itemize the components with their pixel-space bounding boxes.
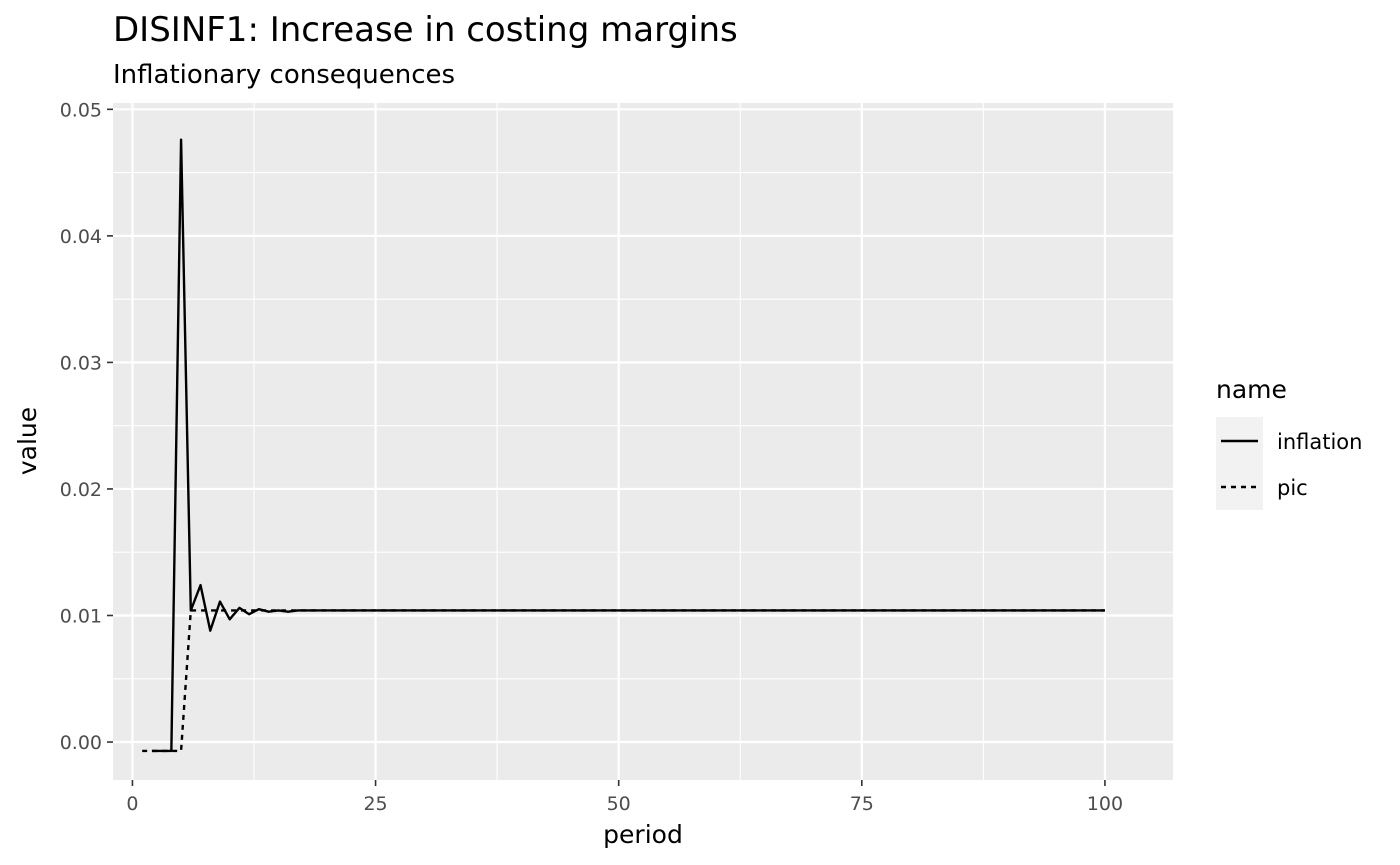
major-gridlines xyxy=(113,103,1173,780)
legend-key-background xyxy=(1216,417,1263,510)
x-axis: 0 25 50 75 100 xyxy=(126,780,1123,815)
x-tick-label: 25 xyxy=(363,793,387,815)
legend-label-inflation: inflation xyxy=(1277,430,1362,454)
x-tick-label: 100 xyxy=(1087,793,1123,815)
chart-title: DISINF1: Increase in costing margins xyxy=(113,10,738,50)
x-tick-label: 75 xyxy=(850,793,874,815)
legend: name inflation pic xyxy=(1216,375,1362,510)
y-tick-label: 0.04 xyxy=(60,226,102,248)
y-tick-label: 0.02 xyxy=(60,479,102,501)
legend-label-pic: pic xyxy=(1277,476,1308,500)
y-tick-label: 0.01 xyxy=(60,605,102,627)
x-tick-label: 0 xyxy=(126,793,138,815)
plot-panel xyxy=(113,103,1173,780)
chart-subtitle: Inflationary consequences xyxy=(113,60,455,90)
y-axis: 0.00 0.01 0.02 0.03 0.04 0.05 xyxy=(60,99,113,754)
series-layer xyxy=(142,138,1105,753)
x-tick-label: 50 xyxy=(607,793,631,815)
y-axis-title: value xyxy=(13,407,42,475)
y-tick-label: 0.03 xyxy=(60,352,102,374)
x-axis-title: period xyxy=(603,820,683,849)
y-tick-label: 0.05 xyxy=(60,99,102,121)
series-line-inflation xyxy=(151,138,1105,753)
minor-gridlines xyxy=(113,103,1173,780)
y-tick-label: 0.00 xyxy=(60,732,102,754)
legend-title: name xyxy=(1216,375,1287,404)
legend-entries: inflation pic xyxy=(1221,430,1362,500)
